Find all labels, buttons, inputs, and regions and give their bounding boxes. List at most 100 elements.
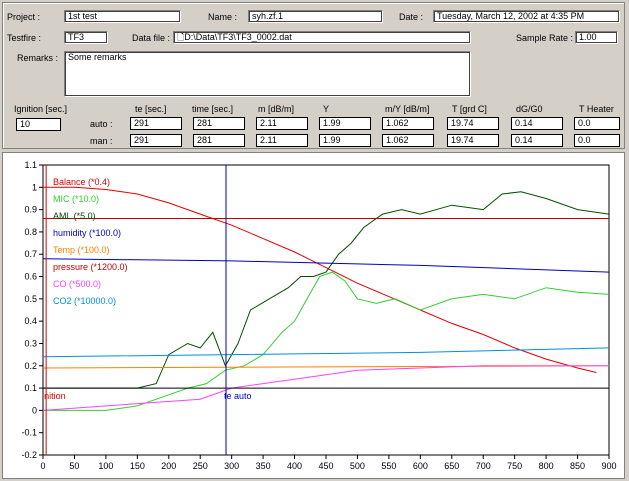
name-field[interactable]: syh.zf.1	[248, 10, 383, 23]
auto-m[interactable]: 2.11	[256, 117, 308, 130]
marker-label-1: te auto	[224, 391, 252, 401]
y-tick-label: 0.2	[24, 361, 37, 371]
x-tick-label: 300	[224, 461, 239, 471]
col-y: Y	[323, 104, 330, 114]
y-tick-label: -0.2	[21, 450, 37, 460]
man-t[interactable]: 19.74	[447, 134, 499, 147]
series-line-3	[42, 258, 610, 273]
man-label: man :	[90, 136, 113, 146]
legend-entry-6: CO (*500.0)	[53, 279, 101, 289]
chart-legend: Balance (*0.4) MIC (*10.0) AML (*5.0) humid…	[53, 177, 128, 306]
datafile-field[interactable]: 🗋D:\Data\TF3\TF3_0002.dat	[173, 31, 471, 44]
plot-frame	[42, 164, 610, 456]
chart-axes: 0 50 100 150 200 250 300 350 400 450 500 550 600 650 7…	[21, 160, 616, 471]
y-tick-label: 0.6	[24, 272, 37, 282]
marker-label-0: nition	[44, 391, 66, 401]
chart[interactable]: 0 50 100 150 200 250 300 350 400 450 500 550 600 650 7…	[3, 153, 624, 478]
man-y[interactable]: 1.99	[319, 134, 371, 147]
x-tick-label: 100	[98, 461, 113, 471]
file-icon: 🗋	[177, 32, 185, 42]
y-tick-label: 0.7	[24, 249, 37, 259]
legend-entry-0: Balance (*0.4)	[53, 177, 110, 187]
datafile-label: Data file :	[132, 33, 171, 43]
y-tick-label: 0.4	[24, 316, 37, 326]
x-tick-label: 200	[161, 461, 176, 471]
col-m: m [dB/m]	[258, 104, 295, 114]
y-tick-label: 1.1	[24, 160, 37, 170]
col-dg: dG/G0	[516, 104, 543, 114]
series-line-0	[43, 186, 597, 373]
x-tick-label: 450	[318, 461, 333, 471]
auto-te[interactable]: 291	[130, 117, 182, 130]
legend-entry-3: humidity (*100.0)	[53, 228, 121, 238]
man-te[interactable]: 291	[130, 134, 182, 147]
auto-y[interactable]: 1.99	[319, 117, 371, 130]
x-tick-label: 900	[601, 461, 616, 471]
y-tick-label: 1	[32, 182, 37, 192]
col-time: time [sec.]	[192, 104, 234, 114]
x-tick-label: 0	[40, 461, 45, 471]
series-line-6	[42, 365, 609, 411]
testfire-field[interactable]: TF3	[64, 31, 108, 44]
sample-rate-label: Sample Rate :	[516, 33, 574, 43]
remarks-label: Remarks :	[17, 53, 59, 63]
project-label: Project :	[7, 12, 41, 22]
date-field[interactable]: Tuesday, March 12, 2002 at 4:35 PM	[433, 10, 620, 23]
x-tick-label: 650	[444, 461, 459, 471]
y-tick-label: 0.1	[24, 383, 37, 393]
auto-my[interactable]: 1.062	[382, 117, 434, 130]
y-tick-label: 0.9	[24, 205, 37, 215]
chart-panel: 0 50 100 150 200 250 300 350 400 450 500 550 600 650 7…	[2, 152, 625, 479]
chart-markers: nition te auto	[44, 165, 252, 455]
x-tick-label: 500	[350, 461, 365, 471]
info-panel: Project : 1st test Name : syh.zf.1 Date …	[2, 2, 625, 149]
y-tick-label: -0.1	[21, 428, 37, 438]
col-my: m/Y [dB/m]	[385, 104, 430, 114]
x-tick-label: 850	[570, 461, 585, 471]
legend-entry-5: pressure (*1200.0)	[53, 262, 128, 272]
x-tick-label: 150	[130, 461, 145, 471]
y-tick-label: 0.5	[24, 294, 37, 304]
x-tick-label: 350	[256, 461, 271, 471]
man-dg[interactable]: 0.14	[511, 134, 563, 147]
legend-entry-2: AML (*5.0)	[53, 211, 96, 221]
auto-time[interactable]: 281	[193, 117, 245, 130]
y-tick-label: 0	[32, 405, 37, 415]
x-tick-label: 400	[287, 461, 302, 471]
chart-series	[42, 186, 610, 411]
man-time[interactable]: 281	[193, 134, 245, 147]
ignition-field[interactable]: 10	[16, 118, 61, 131]
x-tick-label: 600	[413, 461, 428, 471]
auto-dg[interactable]: 0.14	[511, 117, 563, 130]
auto-theater[interactable]: 0.0	[574, 117, 620, 130]
series-line-2	[43, 191, 610, 389]
date-label: Date :	[399, 12, 424, 22]
auto-label: auto :	[90, 119, 113, 129]
x-tick-label: 750	[507, 461, 522, 471]
x-tick-label: 800	[539, 461, 554, 471]
name-label: Name :	[208, 12, 238, 22]
man-my[interactable]: 1.062	[382, 134, 434, 147]
x-tick-label: 50	[69, 461, 79, 471]
auto-t[interactable]: 19.74	[447, 117, 499, 130]
man-theater[interactable]: 0.0	[574, 134, 620, 147]
y-tick-label: 0.8	[24, 227, 37, 237]
col-te: te [sec.]	[135, 104, 167, 114]
x-tick-label: 550	[381, 461, 396, 471]
datafile-value: D:\Data\TF3\TF3_0002.dat	[184, 32, 292, 42]
col-t: T [grd C]	[452, 104, 487, 114]
series-line-1	[43, 271, 610, 411]
legend-entry-1: MIC (*10.0)	[53, 194, 99, 204]
project-field[interactable]: 1st test	[64, 10, 181, 23]
y-tick-label: 0.3	[24, 338, 37, 348]
x-tick-label: 700	[476, 461, 491, 471]
testfire-label: Testfire :	[7, 33, 42, 43]
ignition-label: Ignition [sec.]	[14, 104, 68, 114]
col-theater: T Heater	[579, 104, 614, 114]
remarks-field[interactable]: Some remarks	[64, 51, 471, 97]
man-m[interactable]: 2.11	[256, 134, 308, 147]
legend-entry-4: Temp (*100.0)	[53, 245, 110, 255]
sample-rate-field[interactable]: 1.00	[575, 31, 618, 44]
series-line-7	[42, 347, 610, 358]
legend-entry-7: CO2 (*10000.0)	[53, 296, 116, 306]
